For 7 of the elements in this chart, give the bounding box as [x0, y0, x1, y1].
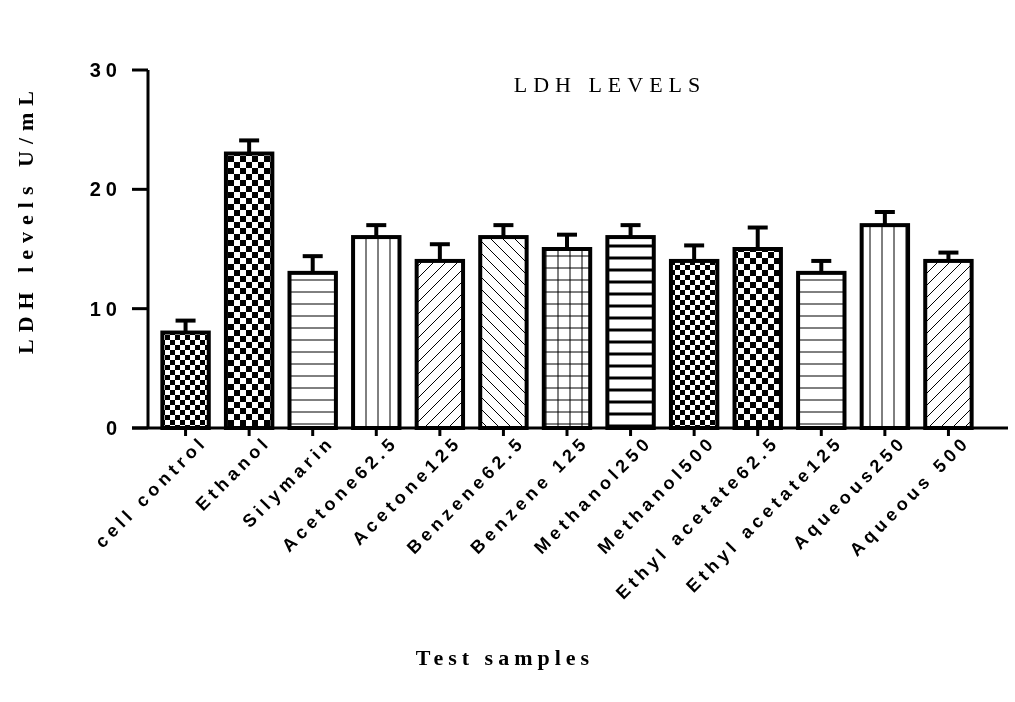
- y-tick-label: 30: [89, 59, 122, 81]
- y-tick-label: 20: [89, 178, 122, 201]
- y-axis-title: LDH levels U/mL: [13, 84, 38, 354]
- chart-title: LDH LEVELS: [513, 72, 707, 97]
- y-tick-label: 10: [89, 297, 122, 320]
- y-tick-label: 0: [105, 417, 122, 439]
- x-axis-title: Test samples: [415, 645, 595, 670]
